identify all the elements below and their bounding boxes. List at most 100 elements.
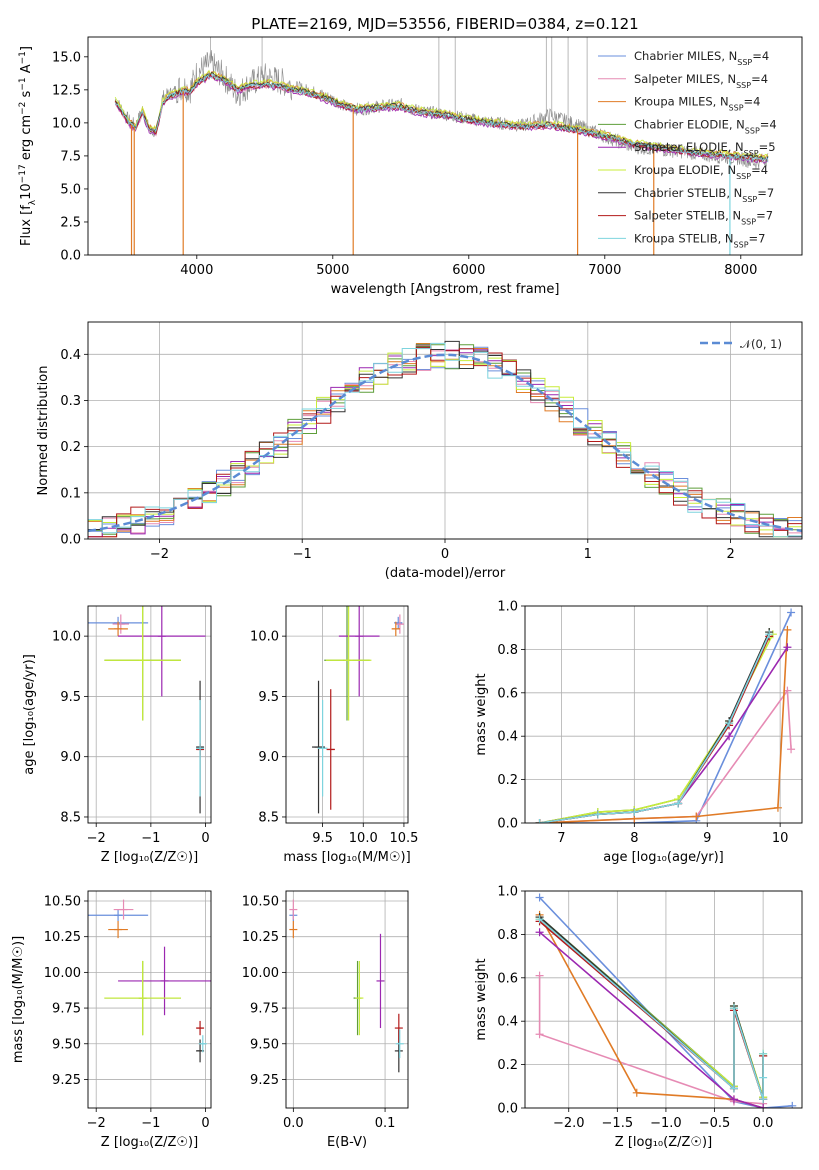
weight-point-marker — [535, 819, 544, 823]
y-axis-label: mass [log₁₀(M/M☉)] — [11, 936, 26, 1063]
x-tick-label: 4000 — [180, 263, 213, 278]
y-tick-label: 9.0 — [258, 750, 279, 765]
x-tick-label: 0 — [201, 831, 209, 846]
y-tick-label: 10.00 — [44, 966, 81, 981]
x-tick-label: 7000 — [588, 263, 621, 278]
y-tick-label: 9.25 — [250, 1073, 279, 1088]
weight-point-marker — [759, 1073, 768, 1082]
x-tick-label: 0 — [441, 547, 449, 562]
y-tick-label: 9.25 — [52, 1073, 81, 1088]
weight-plot-area — [535, 608, 796, 823]
y-tick-label: 0.4 — [60, 348, 81, 363]
y-axis-label: Flux [fλ10−17 erg cm−2 s−1 A−1] — [18, 46, 38, 246]
y-tick-label: 1.0 — [497, 600, 518, 615]
x-tick-label: 9.5 — [312, 831, 333, 846]
x-tick-label: −1.0 — [650, 1116, 682, 1131]
legend-entry: 𝒩(0, 1) — [740, 337, 782, 351]
axes-frame — [285, 605, 409, 824]
weight-point-marker — [535, 893, 544, 902]
weight-point-marker — [759, 1049, 768, 1058]
y-tick-label: 10.50 — [242, 894, 279, 909]
y-axis-label: mass weight — [474, 673, 489, 755]
axes-frame — [87, 321, 803, 540]
weight-series-line — [539, 918, 764, 1100]
age-vs-metallicity-panel: −2 −1 0 8.5 9.0 9.5 10.0 Z [log₁₀(Z/Z☉)] age [lo… — [22, 605, 212, 865]
y-tick-label: 0.2 — [60, 440, 81, 455]
weight-point-marker — [729, 1084, 738, 1093]
y-tick-label: 0.8 — [497, 928, 518, 943]
y-tick-label: 9.0 — [60, 750, 81, 765]
y-tick-label: 0.4 — [497, 730, 518, 745]
spectrum-panel: 4000 5000 6000 7000 8000 0.0 2.5 5.0 7.5 10.0 12.5… — [18, 36, 803, 297]
legend-entry: Salpeter STELIB, NSSP=7 — [634, 209, 773, 227]
y-tick-label: 10.0 — [52, 630, 81, 645]
legend-entry: Kroupa STELIB, NSSP=7 — [634, 231, 765, 249]
weight-point-marker — [787, 745, 796, 754]
errorbar-plot-area — [88, 899, 211, 1063]
x-tick-label: −1 — [141, 831, 160, 846]
y-tick-label: 15.0 — [52, 50, 81, 65]
mass-vs-metallicity-panel: −2 −1 0 9.25 9.50 9.75 10.00 10.25 10.50 Z [log₁₀… — [11, 890, 212, 1150]
y-axis-label: age [log₁₀(age/yr)] — [22, 654, 37, 775]
y-tick-label: 9.75 — [250, 1002, 279, 1017]
x-axis-label: (data-model)/error — [385, 566, 506, 581]
mass-weight-vs-metallicity-panel: −2.0 −1.5 −1.0 −0.5 0.0 0.0 0.2 0.4 0.6 0.8 1.0 Z [… — [474, 885, 803, 1150]
y-tick-label: 0.2 — [497, 1058, 518, 1073]
axes-frame — [87, 890, 212, 1109]
x-tick-label: −2.0 — [553, 1116, 585, 1131]
weight-point-marker — [765, 630, 774, 639]
weight-series-line — [539, 612, 792, 823]
y-axis-label: mass weight — [474, 958, 489, 1040]
legend-entry: Kroupa MILES, NSSP=4 — [634, 95, 760, 113]
model-spectrum-line — [114, 73, 769, 163]
y-tick-label: 9.50 — [250, 1037, 279, 1052]
y-tick-label: 7.5 — [60, 149, 81, 164]
weight-point-marker — [759, 1095, 768, 1104]
y-tick-label: 0.1 — [60, 486, 81, 501]
y-tick-label: 9.75 — [52, 1002, 81, 1017]
x-tick-label: 7 — [557, 831, 565, 846]
axes-frame — [524, 605, 803, 824]
weight-point-marker — [729, 1004, 738, 1013]
legend-entry: Salpeter ELODIE, NSSP=5 — [634, 140, 776, 158]
y-tick-label: 0.2 — [497, 773, 518, 788]
x-tick-label: 10.5 — [389, 831, 418, 846]
weight-point-marker — [692, 812, 701, 821]
x-axis-label: mass [log₁₀(M/M☉)] — [283, 850, 410, 865]
x-tick-label: 10 — [772, 831, 789, 846]
model-spectrum-line — [114, 69, 769, 159]
y-tick-label: 9.5 — [60, 690, 81, 705]
x-tick-label: 1 — [584, 547, 592, 562]
spectrum-title: PLATE=2169, MJD=53556, FIBERID=0384, z=0… — [251, 15, 638, 33]
y-tick-label: 0.3 — [60, 394, 81, 409]
y-tick-label: 0.4 — [497, 1015, 518, 1030]
weight-point-marker — [783, 643, 792, 652]
x-axis-label: wavelength [Angstrom, rest frame] — [331, 282, 560, 297]
x-tick-label: 8000 — [724, 263, 757, 278]
y-tick-label: 10.25 — [44, 930, 81, 945]
x-tick-label: −0.5 — [699, 1116, 731, 1131]
y-tick-label: 8.5 — [60, 810, 81, 825]
weight-point-marker — [535, 1030, 544, 1039]
x-tick-label: −2 — [87, 1116, 106, 1131]
y-axis-label: Normed distribution — [36, 366, 51, 496]
y-tick-label: 1.0 — [497, 885, 518, 900]
x-tick-label: 8 — [630, 831, 638, 846]
y-tick-label: 9.5 — [258, 690, 279, 705]
age-vs-mass-panel: 9.5 10.0 10.5 8.5 9.0 9.5 10.0 mass [log₁₀(M/M☉… — [250, 605, 418, 865]
weight-plot-area — [535, 893, 797, 1108]
weight-point-marker — [725, 732, 734, 741]
spectrum-plot-area — [114, 37, 769, 255]
weight-point-marker — [630, 808, 639, 817]
weight-point-marker — [759, 1104, 768, 1108]
y-tick-label: 0.0 — [60, 533, 81, 548]
errorbar-plot-area — [312, 606, 404, 814]
mass-vs-extinction-panel: 0.0 0.1 9.25 9.50 9.75 10.00 10.25 10.50 E(B-V) — [242, 890, 409, 1150]
weight-point-marker — [787, 608, 796, 617]
weight-point-marker — [783, 625, 792, 634]
axes-frame — [524, 890, 803, 1109]
y-tick-label: 10.00 — [242, 966, 279, 981]
weight-point-marker — [535, 928, 544, 937]
weight-point-marker — [535, 915, 544, 924]
